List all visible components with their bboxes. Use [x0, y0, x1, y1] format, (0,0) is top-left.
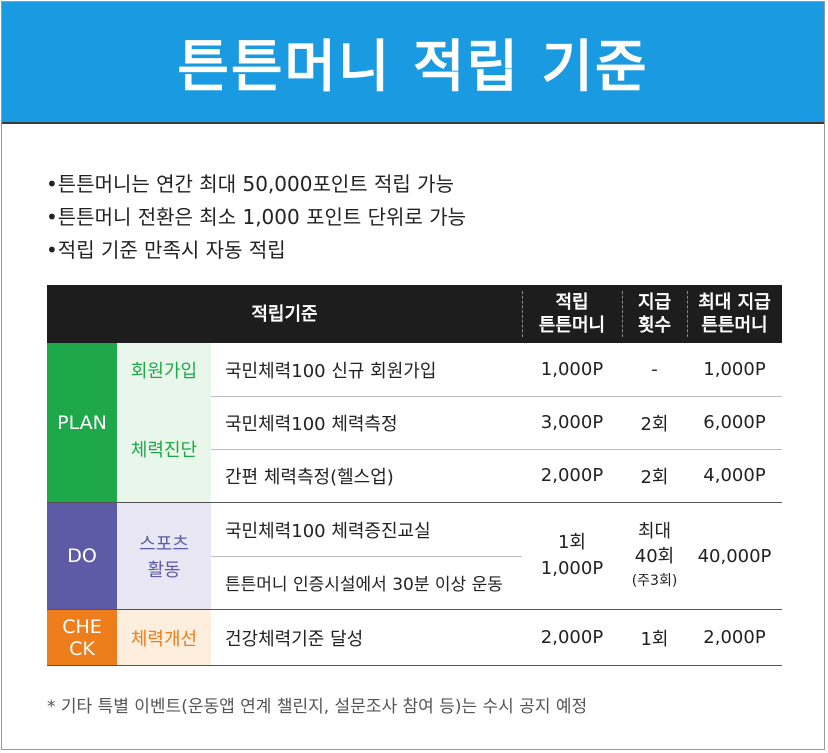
sports-earn: 1회 1,000P: [522, 503, 622, 609]
row-content-fitness-test: 국민체력100 체력측정: [225, 413, 398, 435]
category-signup: 회원가입: [117, 343, 211, 396]
category-sports-line1: 스포츠: [139, 534, 189, 555]
category-sports-line2: 활동: [147, 560, 181, 581]
sports-earn-line2: 1,000P: [540, 558, 604, 579]
info-bullets: •튼튼머니는 연간 최대 50,000포인트 적립 가능 •튼튼머니 전환은 최…: [46, 168, 466, 267]
row-earn-health-standard: 2,000P: [540, 627, 604, 648]
header-criteria: 적립기준: [251, 303, 318, 325]
row-earn-fitness-test: 3,000P: [540, 412, 604, 433]
row-count-simple-test: 2회: [640, 466, 669, 488]
row-max-simple-test: 4,000P: [703, 465, 766, 486]
page-title: 튼튼머니 적립 기준: [177, 34, 649, 100]
row-count-fitness-test: 2회: [640, 413, 669, 435]
phase-check: CHE CK: [47, 610, 117, 665]
header-max-line1: 최대 지급: [698, 292, 771, 313]
phase-plan: PLAN: [47, 343, 117, 502]
header-count: 지급 횟수: [622, 285, 687, 343]
footnote: * 기타 특별 이벤트(운동앱 연계 챌린지, 설문조사 참여 등)는 수시 공…: [47, 697, 588, 717]
title-banner: 튼튼머니 적립 기준: [2, 2, 824, 124]
category-sports: 스포츠 활동: [117, 503, 211, 609]
category-diagnosis: 체력진단: [117, 396, 211, 502]
row-max-fitness-test: 6,000P: [703, 412, 766, 433]
row-earn-simple-test: 2,000P: [540, 465, 604, 486]
row-content-health-standard: 건강체력기준 달성: [225, 628, 364, 650]
sports-count: 최대 40회 (주3회): [622, 503, 687, 609]
table-header: 적립기준 적립 튼튼머니 지급 횟수 최대 지급 튼튼머니: [47, 285, 782, 343]
header-earn-line2: 튼튼머니: [538, 315, 606, 336]
bullet-auto-earn: •적립 기준 만족시 자동 적립: [46, 238, 286, 262]
row-max-health-standard: 2,000P: [703, 627, 766, 648]
phase-check-line2: CK: [69, 637, 95, 660]
sports-count-line3: (주3회): [631, 572, 678, 589]
row-content-signup: 국민체력100 신규 회원가입: [225, 360, 437, 382]
row-count-signup: -: [651, 359, 658, 380]
header-earn: 적립 튼튼머니: [522, 285, 622, 343]
phase-do: DO: [47, 503, 117, 609]
header-count-line2: 횟수: [637, 315, 672, 336]
header-earn-line1: 적립: [555, 292, 589, 313]
row-max-signup: 1,000P: [703, 359, 766, 380]
phase-check-line1: CHE: [62, 615, 102, 638]
row-content-simple-test: 간편 체력측정(헬스업): [225, 466, 394, 488]
header-count-line1: 지급: [637, 292, 672, 313]
sports-count-line2: 40회: [634, 545, 675, 567]
sports-count-line1: 최대: [637, 520, 672, 542]
bullet-annual-limit: •튼튼머니는 연간 최대 50,000포인트 적립 가능: [46, 172, 454, 196]
category-improve: 체력개선: [117, 610, 211, 665]
header-max: 최대 지급 튼튼머니: [687, 285, 782, 343]
row-content-fitness-class: 국민체력100 체력증진교실: [225, 520, 431, 542]
header-max-line2: 튼튼머니: [701, 315, 768, 336]
sports-earn-line1: 1회: [557, 532, 586, 553]
row-content-certified-facility: 튼튼머니 인증시설에서 30분 이상 운동: [225, 575, 503, 595]
sports-max: 40,000P: [697, 545, 772, 567]
row-earn-signup: 1,000P: [540, 359, 604, 380]
row-count-health-standard: 1회: [640, 628, 669, 650]
bullet-conversion-unit: •튼튼머니 전환은 최소 1,000 포인트 단위로 가능: [46, 205, 466, 229]
